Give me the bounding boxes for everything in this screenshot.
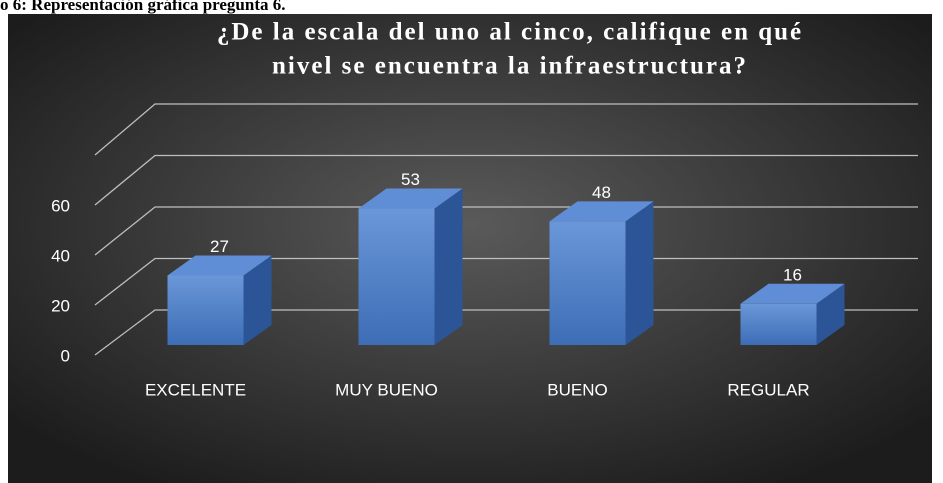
bar bbox=[740, 283, 845, 345]
bar-top bbox=[740, 283, 845, 304]
bar bbox=[358, 188, 463, 345]
y-tick-label: 20 bbox=[51, 296, 70, 315]
grid-line bbox=[94, 154, 918, 206]
bar-front bbox=[358, 208, 435, 345]
x-tick-label: REGULAR bbox=[727, 380, 809, 399]
bar-front bbox=[167, 275, 244, 345]
chart-title: nivel se encuentra la infraestructura? bbox=[272, 53, 748, 80]
grid-line bbox=[94, 103, 918, 156]
value-label: 53 bbox=[401, 170, 420, 189]
y-tick-label: 40 bbox=[51, 246, 70, 265]
grid-line bbox=[94, 206, 918, 256]
bar-side bbox=[243, 255, 272, 345]
bar-top bbox=[358, 188, 463, 209]
x-tick-label: MUY BUENO bbox=[335, 380, 438, 399]
y-tick-label: 0 bbox=[61, 346, 70, 365]
value-label: 16 bbox=[783, 265, 802, 284]
caption: o 6: Representación gráfica pregunta 6. bbox=[0, 0, 286, 14]
bar-side bbox=[816, 283, 845, 345]
value-label: 48 bbox=[592, 183, 611, 202]
grid-line bbox=[94, 257, 918, 306]
bar-front bbox=[740, 303, 817, 345]
chart-background bbox=[8, 14, 932, 483]
bar-top bbox=[167, 255, 272, 276]
bar bbox=[167, 255, 272, 345]
value-label: 27 bbox=[210, 237, 229, 256]
chart-title: ¿De la escala del uno al cinco, califiqu… bbox=[217, 19, 803, 46]
bar-top bbox=[549, 201, 654, 222]
x-tick-label: BUENO bbox=[547, 380, 607, 399]
bar-front bbox=[549, 221, 626, 345]
y-tick-label: 60 bbox=[51, 196, 70, 215]
x-tick-label: EXCELENTE bbox=[145, 380, 246, 399]
bar bbox=[549, 201, 654, 345]
grid-line bbox=[94, 309, 918, 356]
bar-side bbox=[434, 188, 463, 345]
bar-side bbox=[625, 201, 654, 345]
